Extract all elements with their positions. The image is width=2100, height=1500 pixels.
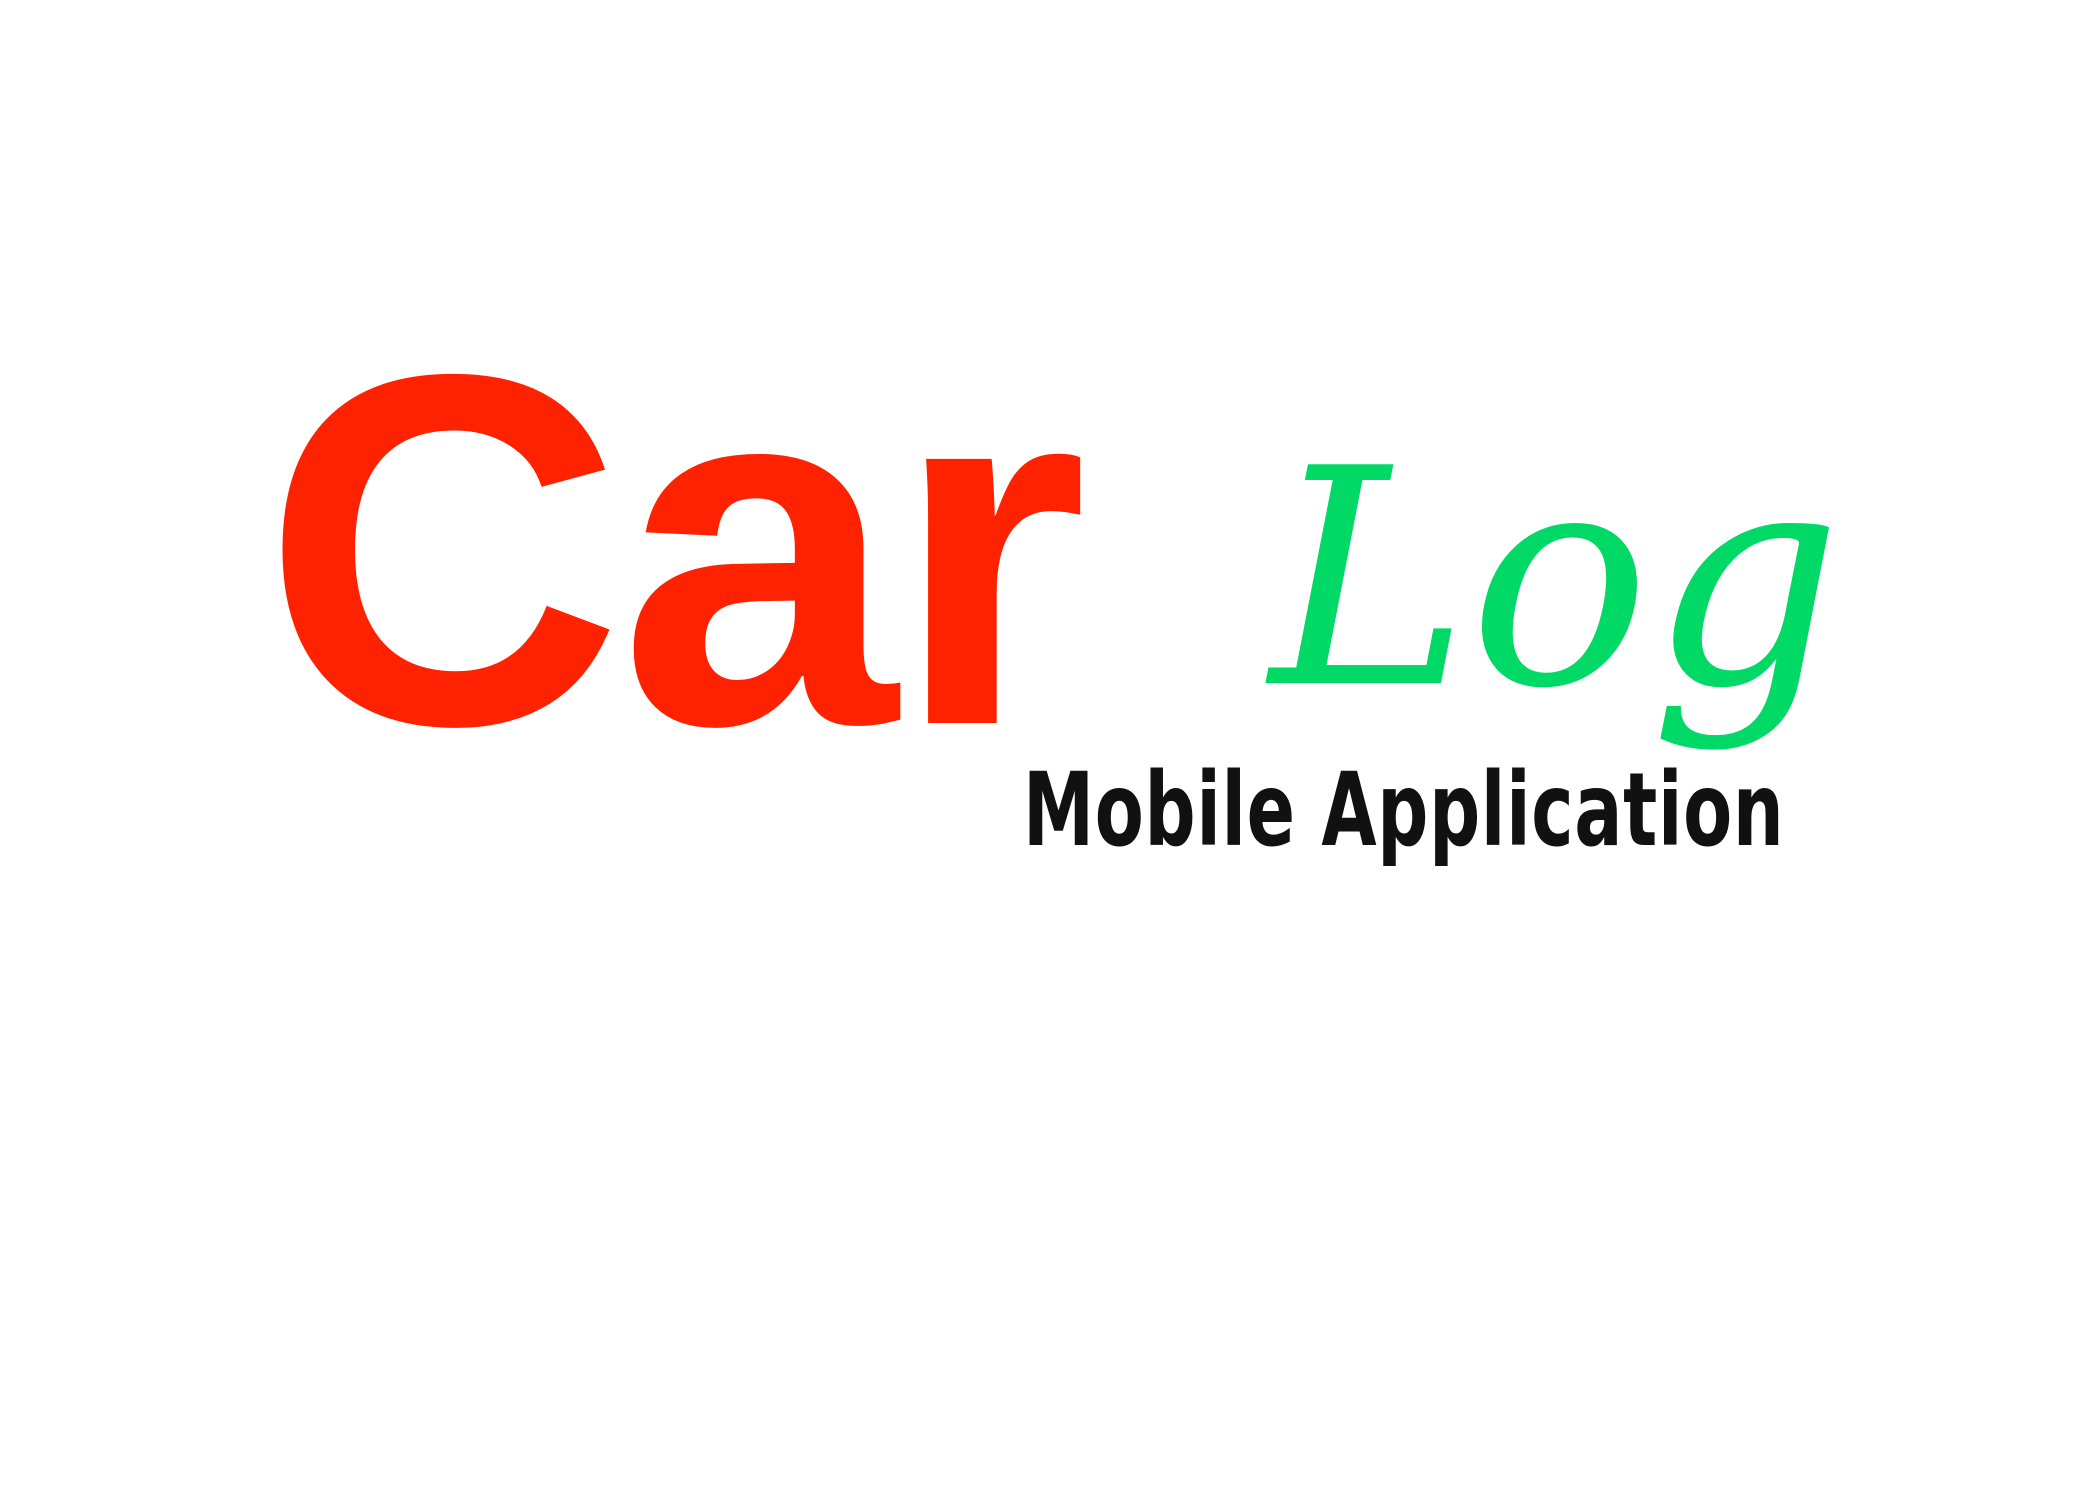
- logo-tagline: Mobile Application: [1023, 751, 1785, 870]
- logo-word-log: Log: [1270, 405, 1842, 754]
- logo-word-car: Car: [262, 270, 1088, 829]
